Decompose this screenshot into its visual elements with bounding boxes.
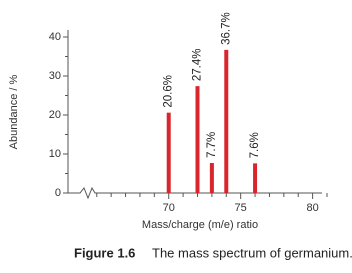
x-axis-label: Mass/charge (m/e) ratio [142,219,258,231]
bar [224,49,229,194]
caption-label: Figure 1.6 [74,245,135,260]
x-axis [68,186,322,200]
x-tick-label: 75 [235,202,247,214]
y-axis-label: Abundance / % [8,74,20,149]
value-label: 36.7% [220,12,232,45]
bar [209,162,214,193]
y-tick-label: 40 [49,31,61,43]
y-tick-label: 0 [55,187,61,199]
bar [166,112,171,193]
x-tick-label: 70 [163,202,175,214]
y-tick-label: 30 [49,70,61,82]
value-label: 20.6% [163,75,175,108]
bar [195,86,200,193]
x-tick-label: 80 [306,202,318,214]
y-tick-label: 10 [49,148,61,160]
caption-text: The mass spectrum of germanium. [152,245,352,260]
value-label: 7.7% [206,132,218,158]
y-tick-label: 20 [49,109,61,121]
value-label: 7.6% [249,132,261,158]
bar [253,163,258,193]
value-label: 27.4% [192,49,204,82]
